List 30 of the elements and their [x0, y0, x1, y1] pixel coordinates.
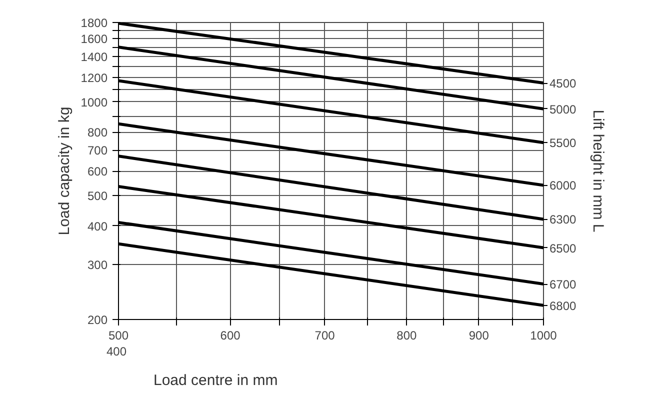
y-tick-label: 200: [87, 313, 108, 327]
x-tick-label: 1000: [530, 328, 558, 342]
legend-label: 6800: [550, 298, 577, 313]
y-tick-label: 1600: [80, 32, 108, 46]
legend-label: 6300: [550, 212, 577, 227]
x-tick-label: 500: [108, 328, 129, 342]
legend-label: 4500: [550, 76, 577, 91]
x-tick-label: 900: [468, 328, 490, 342]
legend-label: 6000: [550, 178, 577, 193]
y-tick-label: 600: [87, 164, 108, 178]
y-tick-label: 1800: [80, 16, 108, 30]
legend-label: 5000: [550, 102, 577, 116]
y-axis-title: Load capacity in kg: [56, 106, 73, 236]
x-tick-label: 800: [396, 328, 418, 342]
x-tick-label: 700: [314, 328, 336, 342]
y-tick-label: 1000: [80, 95, 108, 110]
legend-label: 6500: [550, 241, 577, 256]
y-tick-label: 1400: [80, 50, 108, 64]
y-tick-label: 800: [87, 126, 108, 140]
legend-label: 6700: [550, 278, 577, 292]
y-tick-label: 400: [87, 219, 108, 234]
y-tick-label: 700: [87, 144, 108, 158]
text: 400: [106, 344, 127, 358]
y-tick-label: 300: [87, 258, 108, 272]
y2-axis-title: Lift height in mm L: [590, 110, 606, 232]
legend-label: 5500: [550, 136, 577, 150]
x-axis-title: Load centre in mm: [154, 372, 278, 389]
y-tick-label: 1200: [80, 70, 108, 85]
x-tick-label: 600: [220, 328, 241, 342]
y-tick-label: 500: [87, 189, 108, 204]
